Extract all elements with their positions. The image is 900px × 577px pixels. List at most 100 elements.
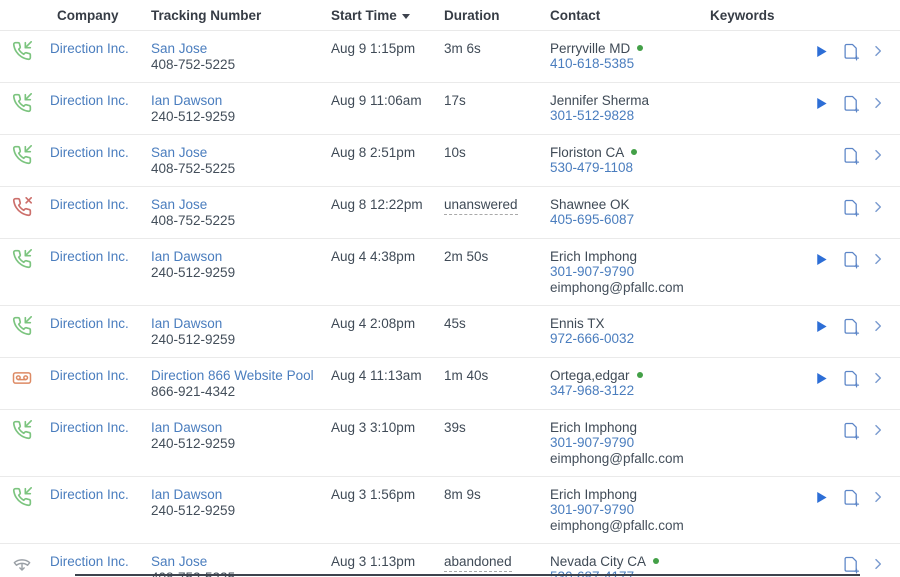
table-row[interactable]: Direction Inc. Ian Dawson 240-512-9259 A…	[0, 83, 900, 135]
add-note-button[interactable]	[841, 250, 860, 269]
row-details-chevron[interactable]	[871, 423, 885, 437]
tracking-source-link[interactable]: Ian Dawson	[151, 420, 223, 435]
row-details-chevron[interactable]	[871, 490, 885, 504]
table-bottom-edge	[75, 574, 860, 576]
contact-name: Ennis TX	[550, 316, 605, 331]
company-link[interactable]: Direction Inc.	[50, 41, 129, 56]
tracking-source-link[interactable]: San Jose	[151, 197, 208, 212]
contact-name: Nevada City CA	[550, 554, 647, 569]
tracking-source-link[interactable]: San Jose	[151, 145, 208, 160]
company-link[interactable]: Direction Inc.	[50, 554, 129, 569]
contact-name: Floriston CA	[550, 145, 625, 160]
company-link[interactable]: Direction Inc.	[50, 420, 129, 435]
row-details-chevron[interactable]	[871, 96, 885, 110]
table-row[interactable]: Direction Inc. Ian Dawson 240-512-9259 A…	[0, 239, 900, 306]
contact-name: Erich Imphong	[550, 420, 638, 435]
voicemail-icon	[12, 368, 32, 388]
table-row[interactable]: Direction Inc. Ian Dawson 240-512-9259 A…	[0, 410, 900, 477]
contact-online-dot	[653, 558, 660, 565]
column-header-tracking-number: Tracking Number	[151, 8, 262, 23]
tracking-source-link[interactable]: Ian Dawson	[151, 93, 223, 108]
company-link[interactable]: Direction Inc.	[50, 487, 129, 502]
column-header-start-time[interactable]: Start Time	[331, 0, 444, 31]
call-duration: 3m 6s	[444, 41, 481, 56]
contact-phone-link[interactable]: 301-512-9828	[550, 108, 635, 123]
call-duration: abandoned	[444, 554, 512, 572]
tracking-source-link[interactable]: Ian Dawson	[151, 487, 223, 502]
play-recording-button[interactable]	[813, 95, 830, 112]
tracking-source-link[interactable]: Ian Dawson	[151, 316, 223, 331]
call-log-rows: Direction Inc. San Jose 408-752-5225 Aug…	[0, 31, 900, 577]
play-recording-button[interactable]	[813, 43, 830, 60]
incoming-call-icon	[12, 41, 32, 61]
start-time: Aug 8 2:51pm	[331, 145, 416, 160]
abandoned-call-icon	[12, 554, 32, 574]
add-note-button[interactable]	[841, 421, 860, 440]
row-details-chevron[interactable]	[871, 148, 885, 162]
contact-name: Shawnee OK	[550, 197, 630, 212]
table-row[interactable]: Direction Inc. Direction 866 Website Poo…	[0, 358, 900, 410]
table-header: Company Tracking Number Start Time Durat…	[0, 0, 900, 31]
contact-email: eimphong@pfallc.com	[550, 451, 684, 466]
contact-phone-link[interactable]: 301-907-9790	[550, 435, 635, 450]
contact-phone-link[interactable]: 347-968-3122	[550, 383, 635, 398]
tracking-number: 866-921-4342	[151, 384, 236, 399]
contact-phone-link[interactable]: 301-907-9790	[550, 264, 635, 279]
add-note-button[interactable]	[841, 317, 860, 336]
row-details-chevron[interactable]	[871, 371, 885, 385]
row-details-chevron[interactable]	[871, 319, 885, 333]
tracking-source-link[interactable]: Direction 866 Website Pool	[151, 368, 314, 383]
company-link[interactable]: Direction Inc.	[50, 316, 129, 331]
table-row[interactable]: Direction Inc. San Jose 408-752-5225 Aug…	[0, 135, 900, 187]
contact-phone-link[interactable]: 410-618-5385	[550, 56, 635, 71]
add-note-button[interactable]	[841, 488, 860, 507]
contact-phone-link[interactable]: 405-695-6087	[550, 212, 635, 227]
contact-name: Perryville MD	[550, 41, 631, 56]
contact-phone-link[interactable]: 530-479-1108	[550, 160, 634, 175]
table-row[interactable]: Direction Inc. San Jose 408-752-5225 Aug…	[0, 187, 900, 239]
row-details-chevron[interactable]	[871, 200, 885, 214]
contact-phone-link[interactable]: 530-687-4177	[550, 569, 635, 577]
company-link[interactable]: Direction Inc.	[50, 145, 129, 160]
tracking-number: 408-752-5225	[151, 570, 331, 577]
company-link[interactable]: Direction Inc.	[50, 93, 129, 108]
call-duration: 1m 40s	[444, 368, 489, 383]
row-details-chevron[interactable]	[871, 44, 885, 58]
column-header-keywords: Keywords	[710, 8, 775, 23]
tracking-source-link[interactable]: San Jose	[151, 554, 208, 569]
call-duration: 2m 50s	[444, 249, 489, 264]
tracking-number: 240-512-9259	[151, 332, 236, 347]
table-row[interactable]: Direction Inc. Ian Dawson 240-512-9259 A…	[0, 306, 900, 358]
company-link[interactable]: Direction Inc.	[50, 249, 129, 264]
row-details-chevron[interactable]	[871, 557, 885, 571]
sort-desc-icon	[401, 13, 410, 19]
add-note-button[interactable]	[841, 369, 860, 388]
tracking-number: 240-512-9259	[151, 265, 236, 280]
play-recording-button[interactable]	[813, 318, 830, 335]
table-row[interactable]: Direction Inc. Ian Dawson 240-512-9259 A…	[0, 477, 900, 544]
tracking-source-link[interactable]: Ian Dawson	[151, 249, 223, 264]
row-details-chevron[interactable]	[871, 252, 885, 266]
company-link[interactable]: Direction Inc.	[50, 368, 129, 383]
add-note-button[interactable]	[841, 555, 860, 574]
play-recording-button[interactable]	[813, 251, 830, 268]
play-recording-button[interactable]	[813, 489, 830, 506]
play-recording-button[interactable]	[813, 370, 830, 387]
add-note-button[interactable]	[841, 94, 860, 113]
contact-phone-link[interactable]: 972-666-0032	[550, 331, 635, 346]
contact-online-dot	[631, 149, 638, 156]
add-note-button[interactable]	[841, 146, 860, 165]
incoming-call-icon	[12, 487, 32, 507]
contact-email: eimphong@pfallc.com	[550, 280, 684, 295]
table-row[interactable]: Direction Inc. San Jose 408-752-5225 Aug…	[0, 544, 900, 577]
tracking-number: 408-752-5225	[151, 161, 236, 176]
tracking-source-link[interactable]: San Jose	[151, 41, 208, 56]
missed-call-icon	[12, 197, 32, 217]
table-row[interactable]: Direction Inc. San Jose 408-752-5225 Aug…	[0, 31, 900, 83]
add-note-button[interactable]	[841, 198, 860, 217]
contact-phone-link[interactable]: 301-907-9790	[550, 502, 635, 517]
incoming-call-icon	[12, 93, 32, 113]
company-link[interactable]: Direction Inc.	[50, 197, 129, 212]
add-note-button[interactable]	[841, 42, 860, 61]
